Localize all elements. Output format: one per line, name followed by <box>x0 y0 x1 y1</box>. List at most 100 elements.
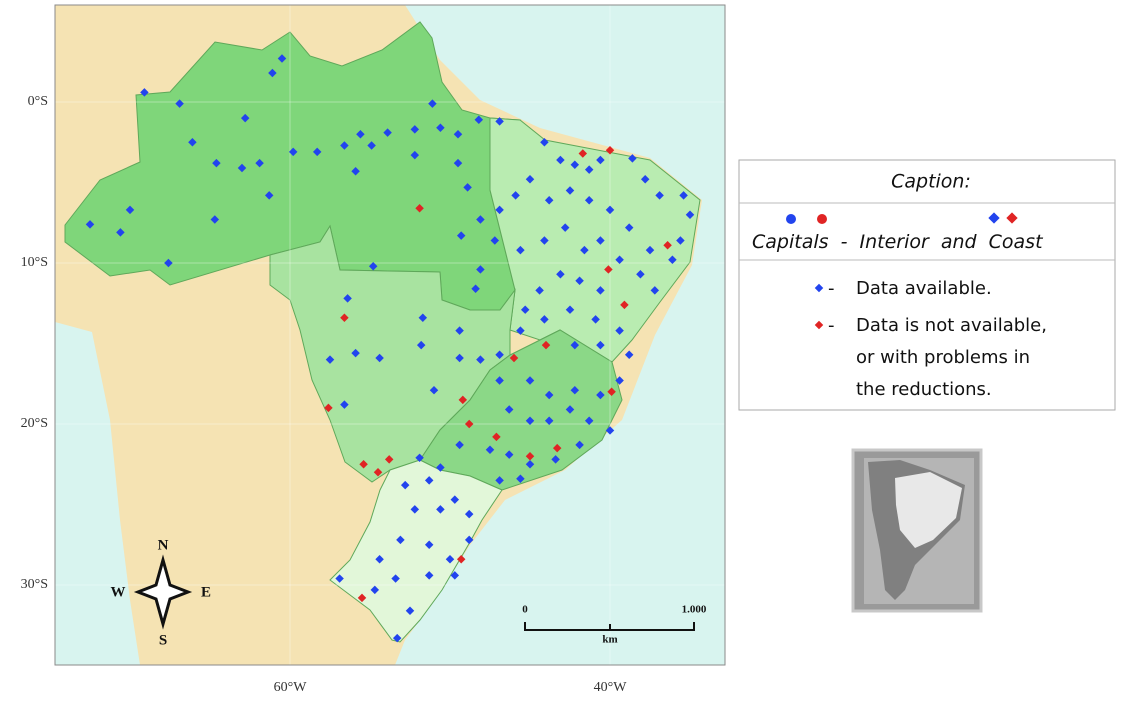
station <box>455 353 464 363</box>
station <box>85 220 95 229</box>
station <box>544 416 554 426</box>
station <box>116 228 125 237</box>
station <box>525 451 535 461</box>
station <box>565 305 575 314</box>
station <box>596 390 605 400</box>
scale-bar: 0 1.000 km <box>522 604 707 646</box>
compass-west: W <box>111 584 126 600</box>
station <box>255 158 264 168</box>
legend-symbol <box>814 320 824 330</box>
station <box>463 183 472 192</box>
map <box>54 4 726 666</box>
station <box>636 270 645 279</box>
compass-east: E <box>201 584 211 600</box>
station <box>384 455 394 464</box>
station <box>424 540 434 549</box>
station <box>474 115 484 124</box>
legend-title: Caption: <box>891 171 971 193</box>
station <box>429 385 439 395</box>
station <box>391 574 400 583</box>
station <box>335 574 344 583</box>
station <box>485 445 495 455</box>
station <box>551 455 560 464</box>
legend-word: Coast <box>989 231 1044 253</box>
lat-label: 10°S <box>21 255 48 270</box>
compass-star <box>133 554 193 630</box>
legend-symbol <box>1006 212 1018 224</box>
station <box>492 432 501 442</box>
station <box>584 416 594 426</box>
station <box>540 315 549 324</box>
station <box>535 286 544 295</box>
legend-text: or with problems in <box>856 347 1030 368</box>
map-frame <box>54 4 726 666</box>
station <box>424 476 434 485</box>
station <box>565 405 575 414</box>
station <box>596 340 605 350</box>
legend-dash: - <box>828 278 835 299</box>
compass-north: N <box>158 537 169 553</box>
station <box>340 400 349 409</box>
scale-start: 0 <box>522 604 528 616</box>
station <box>570 340 580 350</box>
station <box>410 150 420 160</box>
station <box>476 265 485 274</box>
station <box>375 554 384 564</box>
station <box>607 387 616 397</box>
station <box>340 313 349 322</box>
station <box>516 326 525 335</box>
station <box>464 509 474 519</box>
station <box>575 440 584 450</box>
legend-unavailable: Data is not available, or with problems i… <box>856 315 1047 400</box>
station <box>375 353 384 363</box>
station <box>324 403 333 413</box>
scale-end: 1.000 <box>682 604 707 616</box>
station <box>445 554 455 564</box>
station <box>552 443 562 453</box>
station <box>541 340 551 350</box>
station <box>464 535 474 545</box>
legend-word: Interior <box>859 231 929 253</box>
station <box>476 355 485 364</box>
station <box>415 204 424 213</box>
station <box>416 340 426 350</box>
station <box>277 54 287 63</box>
station <box>175 99 184 108</box>
station <box>525 416 535 426</box>
station <box>351 348 360 358</box>
station <box>464 419 474 429</box>
station <box>495 205 504 215</box>
station <box>620 300 629 310</box>
legend-text: the reductions. <box>856 379 992 400</box>
station <box>615 326 624 335</box>
lat-label: 30°S <box>21 577 48 592</box>
legend: Caption: Capitals - Interior and Coast -… <box>738 159 1116 411</box>
station <box>591 315 600 324</box>
compass-rose: N S E W <box>111 537 212 648</box>
region-south <box>329 459 503 643</box>
station <box>456 231 466 240</box>
station <box>125 205 135 215</box>
station <box>650 286 660 295</box>
station <box>357 593 367 603</box>
station <box>575 276 584 285</box>
legend-text: Data is not available, <box>856 315 1047 336</box>
station <box>424 571 434 580</box>
station <box>624 350 634 360</box>
station <box>415 453 424 463</box>
station <box>596 286 605 295</box>
station <box>453 129 463 139</box>
station <box>325 355 335 364</box>
station <box>450 495 460 504</box>
station <box>370 585 380 595</box>
legend-word: and <box>941 231 978 253</box>
station <box>455 326 464 335</box>
lat-label: 0°S <box>28 94 48 109</box>
station <box>544 390 554 400</box>
station <box>516 474 525 483</box>
legend-symbol <box>988 212 1000 224</box>
compass-south: S <box>159 632 167 648</box>
station <box>436 463 445 472</box>
station <box>436 505 445 514</box>
station <box>436 123 445 133</box>
